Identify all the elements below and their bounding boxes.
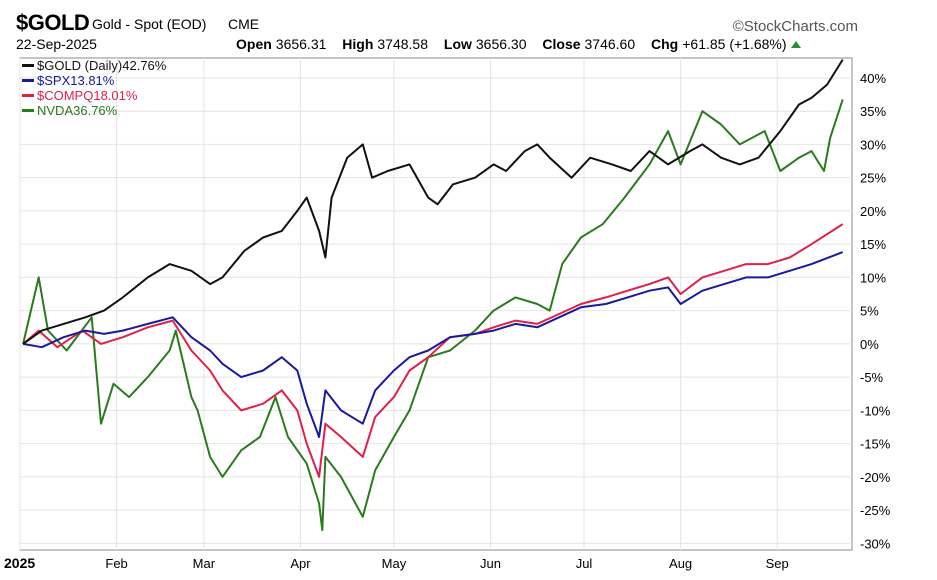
change-label: Chg <box>651 36 679 52</box>
legend-swatch <box>22 94 34 97</box>
x-tick-label: 2025 <box>4 555 35 571</box>
chart-legend: $GOLD (Daily) 42.76% $SPX 13.81% $COMPQ 18… <box>22 58 166 118</box>
change-value: +61.85 (+1.68%) <box>682 36 787 52</box>
exchange-label: CME <box>228 16 260 32</box>
y-tick-label: 20% <box>860 204 886 219</box>
legend-series-name: NVDA <box>37 103 74 118</box>
y-tick-label: 0% <box>860 337 879 352</box>
open-label: Open <box>236 36 272 52</box>
up-arrow-icon <box>790 41 801 48</box>
x-tick-label: Jun <box>480 556 501 571</box>
chart-header: $GOLD Gold - Spot (EOD) CME ©StockCharts… <box>0 0 937 58</box>
brand-watermark: ©StockCharts.com <box>732 18 858 35</box>
quote-date: 22-Sep-2025 <box>16 36 97 52</box>
legend-entry-gold: $GOLD (Daily) 42.76% <box>22 58 166 73</box>
open-value: 3656.31 <box>275 36 327 52</box>
legend-series-name: $SPX <box>37 73 71 88</box>
series-line-spx <box>22 251 844 438</box>
legend-swatch <box>22 109 34 112</box>
close-label: Close <box>542 36 581 52</box>
y-tick-label: 40% <box>860 71 886 86</box>
high-label: High <box>342 36 374 52</box>
x-tick-label: Jul <box>576 556 593 571</box>
legend-series-name: $COMPQ <box>37 88 94 103</box>
y-tick-label: 35% <box>860 104 886 119</box>
x-tick-label: Aug <box>669 556 692 571</box>
ticker-symbol: $GOLD <box>16 10 90 35</box>
low-value: 3656.30 <box>475 36 527 52</box>
legend-series-value: 18.01% <box>93 88 138 103</box>
y-tick-label: 25% <box>860 171 886 186</box>
legend-entry-compq: $COMPQ 18.01% <box>22 88 166 103</box>
legend-series-value: 42.76% <box>122 58 167 73</box>
legend-swatch <box>22 64 34 67</box>
y-tick-label: -20% <box>860 470 891 485</box>
y-tick-label: -15% <box>860 437 891 452</box>
y-tick-label: -25% <box>860 503 891 518</box>
legend-series-value: 36.76% <box>73 103 118 118</box>
series-line-compq <box>22 223 844 478</box>
legend-series-value: 13.81% <box>70 73 115 88</box>
x-tick-label: May <box>382 556 407 571</box>
x-tick-label: Mar <box>193 556 216 571</box>
y-tick-label: -30% <box>860 536 891 551</box>
low-label: Low <box>443 36 472 52</box>
y-tick-label: 10% <box>860 270 886 285</box>
ohlc-readout: Open 3656.31 High 3748.58 Low 3656.30 Close… <box>236 36 801 52</box>
x-tick-label: Apr <box>290 556 311 571</box>
y-tick-label: 15% <box>860 237 886 252</box>
series-line-gold <box>22 59 844 345</box>
x-tick-label: Feb <box>105 556 127 571</box>
y-tick-label: -10% <box>860 403 891 418</box>
close-value: 3746.60 <box>584 36 636 52</box>
y-tick-label: 30% <box>860 137 886 152</box>
legend-swatch <box>22 79 34 82</box>
legend-entry-nvda: NVDA 36.76% <box>22 103 166 118</box>
instrument-name: Gold - Spot (EOD) <box>92 16 207 32</box>
y-tick-label: 5% <box>860 304 879 319</box>
legend-series-name: $GOLD (Daily) <box>37 58 123 73</box>
high-value: 3748.58 <box>377 36 428 52</box>
y-tick-label: -5% <box>860 370 884 385</box>
legend-entry-spx: $SPX 13.81% <box>22 73 166 88</box>
series-line-nvda <box>22 99 844 532</box>
x-tick-label: Sep <box>766 556 789 571</box>
